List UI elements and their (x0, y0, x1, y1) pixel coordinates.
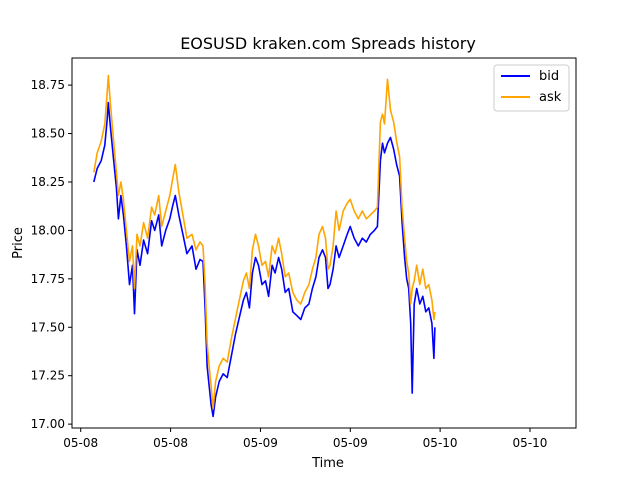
legend-label-ask: ask (539, 90, 562, 105)
series-layer (93, 74, 436, 418)
chart-title: EOSUSD kraken.com Spreads history (180, 34, 476, 53)
y-axis-label: Price (11, 227, 26, 259)
legend-label-bid: bid (539, 69, 559, 84)
x-tick-label: 05-10 (513, 436, 548, 450)
y-tick-label: 18.00 (31, 223, 65, 237)
plot-frame (71, 57, 577, 429)
y-tick-label: 17.50 (31, 320, 65, 334)
x-axis: 05-08 05-08 05-09 05-09 05-10 05-10 (63, 428, 547, 450)
plot-frame-fill (72, 58, 576, 428)
y-tick-label: 18.75 (31, 78, 65, 92)
y-tick-label: 18.50 (31, 127, 65, 141)
y-tick-label: 17.75 (31, 272, 65, 286)
x-tick-label: 05-08 (63, 436, 98, 450)
series-line-bid (93, 101, 436, 418)
x-tick-label: 05-09 (333, 436, 368, 450)
y-tick-label: 17.00 (31, 417, 65, 431)
series-line-ask (93, 74, 436, 410)
plot-area (71, 57, 577, 429)
x-tick-label: 05-08 (153, 436, 188, 450)
y-tick-label: 18.25 (31, 175, 65, 189)
x-tick-label: 05-09 (243, 436, 278, 450)
x-tick-label: 05-10 (423, 436, 458, 450)
y-tick-label: 17.25 (31, 369, 65, 383)
legend: bid ask (493, 64, 570, 112)
x-axis-label: Time (311, 456, 344, 471)
y-axis: 17.00 17.25 17.50 17.75 18.00 18.25 18.50 18.75 (31, 78, 72, 431)
